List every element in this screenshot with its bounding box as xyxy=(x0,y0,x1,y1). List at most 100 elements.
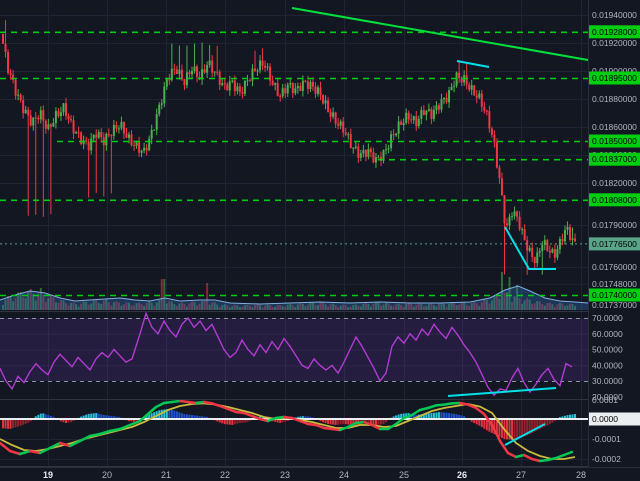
volume-bar xyxy=(354,304,357,310)
macd-line-segment xyxy=(538,458,550,463)
macd-histogram-bar xyxy=(531,419,534,433)
volume-bar xyxy=(117,302,120,310)
alert-level-lines[interactable] xyxy=(0,31,588,297)
drawings-layer[interactable] xyxy=(291,7,589,270)
volume-bar xyxy=(495,294,498,310)
macd-line-segment xyxy=(18,449,32,456)
candle-body xyxy=(528,247,531,251)
macd-histogram-bar xyxy=(546,419,549,426)
candle-body xyxy=(246,80,249,82)
volume-bar xyxy=(196,305,199,310)
macd-histogram-bar xyxy=(284,419,287,422)
volume-bar xyxy=(445,306,448,310)
macd-histogram-bar xyxy=(160,409,163,419)
price-axis[interactable]: 0.01940000 0.01920000 0.01900000 0.01880000… xyxy=(588,0,640,481)
candle-body xyxy=(286,84,289,94)
macd-histogram-bar xyxy=(92,413,95,419)
macd-line-segment xyxy=(530,457,542,463)
volume-bar xyxy=(490,300,493,310)
macd-line-segment xyxy=(434,403,446,407)
volume-bar xyxy=(294,307,297,310)
candle-body xyxy=(480,93,483,107)
candle-body xyxy=(150,129,153,139)
candle-body xyxy=(226,84,229,91)
rsi-pane[interactable] xyxy=(0,311,588,397)
macd-pane[interactable] xyxy=(0,399,588,463)
candle-body xyxy=(402,122,405,126)
macd-histogram-bar xyxy=(347,419,350,425)
volume-bar xyxy=(102,300,105,310)
volume-bar xyxy=(480,302,483,310)
candle-body xyxy=(125,133,128,138)
volume-bar xyxy=(513,296,516,310)
candle-body xyxy=(178,69,181,75)
volume-bar xyxy=(57,302,60,310)
macd-line-segment xyxy=(58,441,72,448)
macd-histogram-bar xyxy=(14,419,17,428)
macd-histogram-bar xyxy=(306,416,309,419)
macd-line-segment xyxy=(38,446,52,455)
macd-histogram-bar xyxy=(349,419,352,425)
volume-bar xyxy=(322,302,325,310)
candle-body xyxy=(223,83,226,85)
volume-bar xyxy=(70,302,73,310)
rsi-trendline[interactable] xyxy=(447,387,557,397)
macd-histogram-bar xyxy=(286,419,289,422)
volume-bar xyxy=(437,303,440,310)
macd-histogram-bar xyxy=(344,419,347,425)
falling-channel-line[interactable] xyxy=(504,226,556,270)
macd-histogram-bar xyxy=(107,415,110,419)
candle-body xyxy=(498,167,501,179)
volume-bar xyxy=(349,306,352,310)
candle-body xyxy=(322,94,325,104)
candle-body xyxy=(34,117,37,119)
main-pane-candles[interactable] xyxy=(2,20,577,275)
macd-histogram-bar xyxy=(7,419,10,429)
volume-bar xyxy=(410,303,413,310)
volume-bar xyxy=(59,300,62,310)
candle-body xyxy=(117,128,120,130)
time-axis[interactable]: 19 20 21 22 23 24 25 26 27 28 xyxy=(0,467,640,481)
macd-line-segment xyxy=(306,422,318,427)
candle-body xyxy=(473,85,476,96)
candle-body xyxy=(569,226,571,240)
time-tick-label: 28 xyxy=(576,470,586,480)
rsi-tick-label: 60.0000 xyxy=(592,329,623,339)
macd-histogram-bar xyxy=(185,414,188,419)
volume-bar xyxy=(561,303,564,310)
candle-body xyxy=(231,80,234,82)
candle-body xyxy=(352,147,355,149)
candle-body xyxy=(153,129,156,131)
volume-bar xyxy=(54,302,57,310)
candle-body xyxy=(67,115,70,120)
volume-bar xyxy=(17,292,20,310)
macd-trendline[interactable] xyxy=(504,423,546,446)
volume-bar xyxy=(175,305,178,310)
candle-body xyxy=(85,140,88,142)
price-tick-label: 0.01760000 xyxy=(592,262,637,272)
candle-body xyxy=(445,97,448,103)
volume-bar xyxy=(546,303,549,310)
volume-bar xyxy=(90,303,93,310)
candle-body xyxy=(97,132,100,138)
candle-body xyxy=(299,85,302,91)
candle-body xyxy=(523,228,526,241)
macd-histogram-bar xyxy=(369,419,372,424)
candle-body xyxy=(395,133,398,136)
candle-body xyxy=(87,141,90,151)
time-tick-label: 24 xyxy=(339,470,349,480)
macd-line-segment xyxy=(362,420,374,427)
macd-histogram-bar xyxy=(110,415,113,419)
volume-ma-area xyxy=(0,286,588,310)
macd-histogram-bar xyxy=(296,416,299,419)
descending-trendline[interactable] xyxy=(291,7,589,61)
candle-body xyxy=(180,69,183,80)
candle-body xyxy=(271,80,274,85)
macd-histogram-bar xyxy=(59,419,62,422)
macd-line-segment xyxy=(442,402,454,406)
macd-histogram-bar xyxy=(374,419,377,425)
volume-bar xyxy=(407,302,410,310)
volume-bar xyxy=(334,304,337,310)
peak-trendline[interactable] xyxy=(456,60,490,68)
